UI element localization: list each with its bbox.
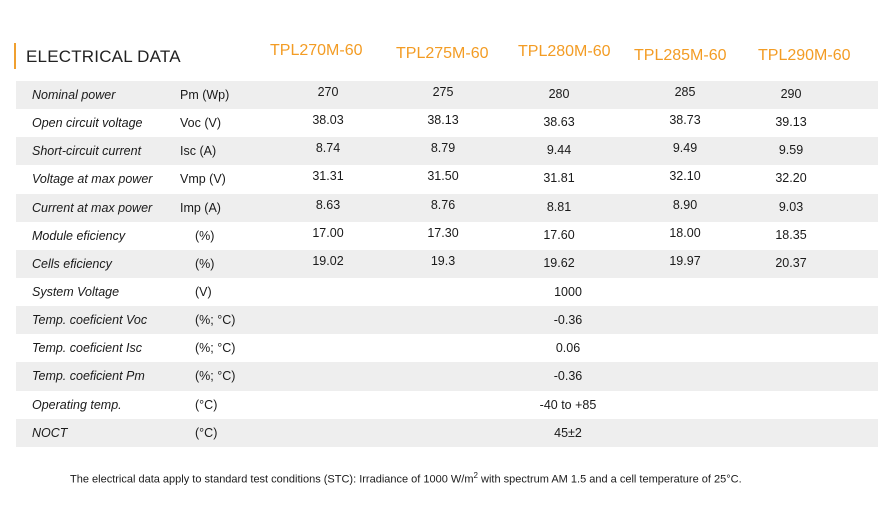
- row-unit: (°C): [195, 397, 218, 412]
- cell-value: 275: [432, 85, 454, 99]
- row-unit: Imp (A): [180, 200, 221, 215]
- table-row: Module eficiency (%) 17.00 17.30 17.60 18.00 1…: [16, 222, 878, 250]
- cell-value: 9.44: [546, 143, 572, 158]
- model-header-tpl275m-60: TPL275M-60: [396, 45, 489, 62]
- shared-value: 45±2: [554, 425, 582, 440]
- cell-value: 8.81: [546, 199, 572, 214]
- row-label: Nominal power: [32, 88, 116, 102]
- cell-value: 38.73: [669, 113, 701, 128]
- row-label: Current at max power: [32, 200, 153, 215]
- footnote-text-end: with spectrum AM 1.5 and a cell temperat…: [477, 473, 742, 486]
- row-label: Temp. coeficient Pm: [32, 369, 145, 384]
- table-row: Nominal power Pm (Wp) 270 275 280 285 290: [16, 81, 878, 110]
- cell-value: 9.03: [778, 199, 804, 214]
- header-accent-bar: [14, 43, 16, 69]
- row-unit: Voc (V): [180, 116, 221, 131]
- table-row: Cells eficiency (%) 19.02 19.3 19.62 19.97 20.…: [16, 249, 878, 278]
- table-row: System Voltage (V) 1000: [16, 278, 878, 306]
- row-label: Voltage at max power: [32, 172, 153, 187]
- table-row: Open circuit voltage Voc (V) 38.03 38.13 38.…: [16, 109, 878, 137]
- cell-value: 8.63: [315, 197, 341, 212]
- cell-value: 38.03: [312, 113, 344, 128]
- cell-value: 8.74: [315, 141, 341, 156]
- shared-value: -0.36: [553, 313, 583, 328]
- cell-value: 19.62: [543, 255, 575, 270]
- model-header-tpl270m-60: TPL270M-60: [270, 42, 363, 59]
- row-label: Temp. coeficient Isc: [32, 341, 143, 356]
- cell-value: 18.00: [669, 225, 701, 240]
- table-row: Temp. coeficient Voc (%; °C) -0.36: [16, 306, 878, 335]
- row-label: Cells eficiency: [32, 256, 112, 271]
- cell-value: 9.59: [778, 143, 804, 158]
- cell-value: 17.00: [312, 225, 344, 240]
- table-row: Current at max power Imp (A) 8.63 8.76 8.81 8…: [16, 193, 878, 222]
- electrical-data-header: ELECTRICAL DATA: [14, 38, 878, 72]
- model-header-tpl290m-60: TPL290M-60: [758, 47, 851, 64]
- cell-value: 38.13: [427, 113, 459, 128]
- cell-value: 8.79: [430, 141, 456, 156]
- table-row: NOCT (°C) 45±2: [16, 418, 878, 447]
- cell-value: 270: [317, 85, 339, 99]
- electrical-data-table: Nominal power Pm (Wp) 270 275 280 285 290 Open …: [16, 81, 878, 447]
- row-unit: (°C): [195, 425, 218, 440]
- cell-value: 19.02: [312, 253, 344, 268]
- row-unit: (%): [195, 228, 215, 243]
- cell-value: 32.10: [669, 169, 701, 184]
- cell-value: 280: [548, 87, 570, 101]
- table-row: Short-circuit current Isc (A) 8.74 8.79 9.44…: [16, 137, 878, 166]
- cell-value: 19.97: [669, 253, 701, 268]
- cell-value: 31.50: [427, 169, 459, 184]
- cell-value: 8.76: [430, 197, 456, 212]
- row-unit: Pm (Wp): [180, 88, 230, 102]
- row-label: Short-circuit current: [32, 144, 142, 159]
- cell-value: 19.3: [430, 253, 456, 268]
- row-unit: (%): [195, 256, 215, 271]
- cell-value: 17.60: [543, 227, 575, 242]
- table-row: Operating temp. (°C) -40 to +85: [16, 391, 878, 419]
- shared-value: 1000: [554, 284, 582, 299]
- row-unit: (%; °C): [195, 313, 236, 328]
- row-label: Module eficiency: [32, 228, 126, 243]
- shared-value: -0.36: [553, 369, 583, 384]
- footnote: The electrical data apply to standard te…: [70, 471, 742, 486]
- row-label: Open circuit voltage: [32, 116, 143, 131]
- cell-value: 285: [674, 85, 696, 99]
- cell-value: 32.20: [775, 171, 807, 186]
- shared-value: -40 to +85: [539, 397, 597, 412]
- footnote-text: The electrical data apply to standard te…: [70, 473, 474, 486]
- footnote-superscript: 2: [473, 471, 478, 480]
- row-unit: (V): [195, 284, 212, 299]
- cell-value: 31.31: [312, 169, 344, 184]
- row-unit: (%; °C): [195, 341, 236, 356]
- row-unit: Isc (A): [180, 144, 217, 159]
- model-header-tpl285m-60: TPL285M-60: [634, 47, 727, 64]
- cell-value: 18.35: [775, 227, 807, 242]
- row-unit: (%; °C): [195, 369, 236, 384]
- row-unit: Vmp (V): [180, 172, 226, 187]
- cell-value: 17.30: [427, 225, 459, 240]
- model-header-tpl280m-60: TPL280M-60: [518, 43, 611, 60]
- cell-value: 20.37: [775, 255, 807, 270]
- cell-value: 9.49: [672, 141, 698, 156]
- shared-value: 0.06: [555, 341, 581, 356]
- cell-value: 31.81: [543, 171, 575, 186]
- cell-value: 38.63: [543, 115, 575, 130]
- table-row: Temp. coeficient Pm (%; °C) -0.36: [16, 362, 878, 391]
- section-title: ELECTRICAL DATA: [26, 47, 181, 66]
- row-label: System Voltage: [32, 284, 120, 299]
- row-label: Operating temp.: [32, 397, 122, 412]
- cell-value: 290: [780, 87, 802, 101]
- cell-value: 8.90: [672, 197, 698, 212]
- table-row: Voltage at max power Vmp (V) 31.31 31.50 31.…: [16, 165, 878, 193]
- row-label: Temp. coeficient Voc: [32, 313, 148, 328]
- row-label: NOCT: [32, 425, 68, 440]
- cell-value: 39.13: [775, 115, 807, 130]
- table-row: Temp. coeficient Isc (%; °C) 0.06: [16, 334, 878, 362]
